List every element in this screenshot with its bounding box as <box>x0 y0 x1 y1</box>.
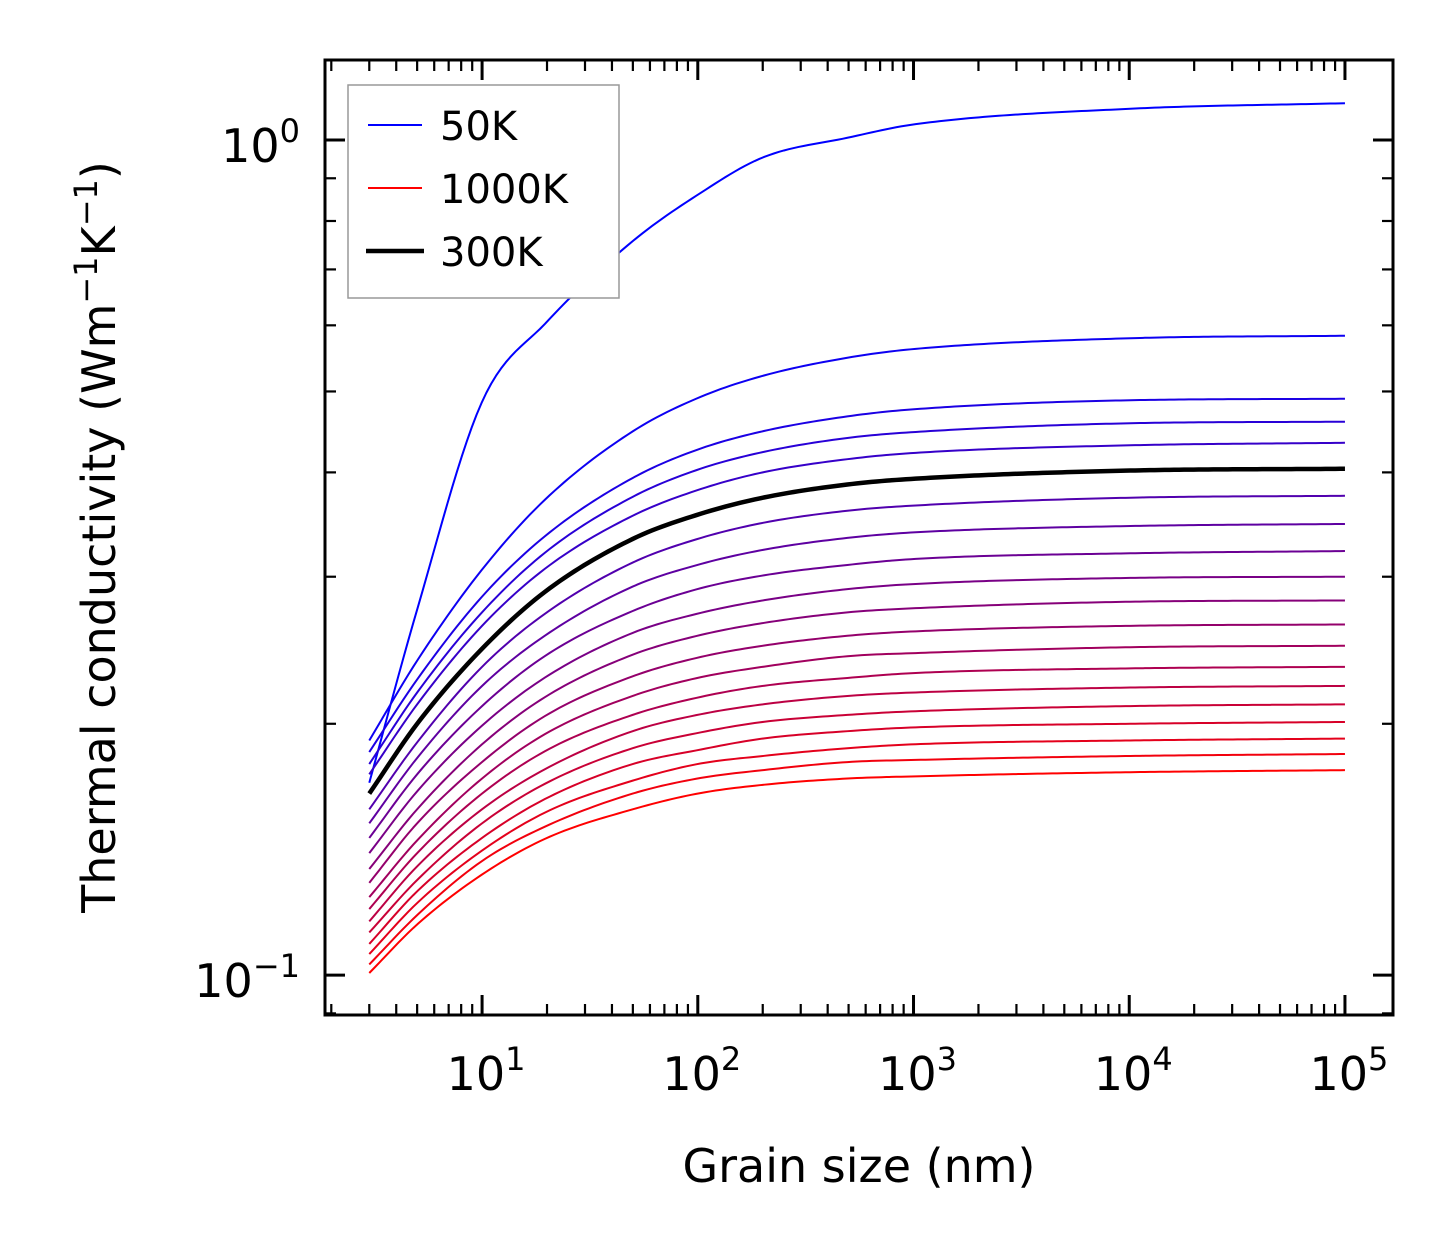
series-line-750k <box>368 684 1345 922</box>
x-axis-title: Grain size (nm) <box>683 1139 1036 1193</box>
series-line-900k <box>368 737 1345 955</box>
y-axis-title-main: Thermal conductivity (Wm <box>72 304 126 914</box>
legend-entry-300k: 300K <box>366 230 544 276</box>
series-line-200k <box>368 420 1345 765</box>
legend-entry-50k: 50K <box>368 104 519 150</box>
axes-frame <box>323 58 1395 1017</box>
x-tick-label: 101 <box>447 1040 526 1101</box>
legend-label-300k: 300K <box>440 230 544 276</box>
series-line-250k <box>368 441 1345 775</box>
x-tick-labels: 101 102 103 104 105 <box>447 1040 1389 1101</box>
series-line-350k <box>368 494 1345 810</box>
legend-entry-1000k: 1000K <box>368 167 570 213</box>
y-axis-title-sup1: −1 <box>67 256 105 303</box>
y-tick-label: 10−1 <box>194 947 300 1008</box>
y-axis-title-sup2: −1 <box>67 179 105 226</box>
plot-area <box>323 58 1395 1017</box>
ticks-layer <box>325 60 1393 1015</box>
series-line-50k <box>368 102 1345 783</box>
series-line-500k <box>368 575 1345 854</box>
y-tick-label: 100 <box>221 112 300 173</box>
x-tick-label: 104 <box>1094 1040 1173 1101</box>
y-axis-title-mid: K <box>72 224 126 256</box>
series-line-800k <box>368 703 1345 934</box>
legend-label-1000k: 1000K <box>440 167 570 213</box>
y-axis-title-end: ) <box>72 161 126 179</box>
series-layer <box>367 102 1345 974</box>
series-line-850k <box>368 720 1345 945</box>
x-tick-label: 105 <box>1310 1040 1389 1101</box>
x-tick-label: 103 <box>878 1040 957 1101</box>
legend-box <box>347 84 620 299</box>
series-line-100k <box>368 334 1345 741</box>
series-line-450k <box>368 550 1345 839</box>
series-line-600k <box>368 623 1345 884</box>
series-line-650k <box>368 644 1345 898</box>
series-line-150k <box>368 397 1345 753</box>
y-tick-labels: 100 10−1 <box>194 112 300 1008</box>
x-tick-label: 102 <box>662 1040 741 1101</box>
series-line-550k <box>368 599 1345 870</box>
series-line-1000k <box>368 769 1345 974</box>
series-line-950k <box>368 753 1345 966</box>
series-line-400k <box>368 522 1345 824</box>
y-axis-title: Thermal conductivity (Wm−1K−1) <box>67 161 126 914</box>
series-line-300k <box>367 466 1345 795</box>
legend: 50K 1000K 300K <box>347 84 620 299</box>
series-line-700k <box>368 665 1345 910</box>
legend-label-50k: 50K <box>440 104 519 150</box>
